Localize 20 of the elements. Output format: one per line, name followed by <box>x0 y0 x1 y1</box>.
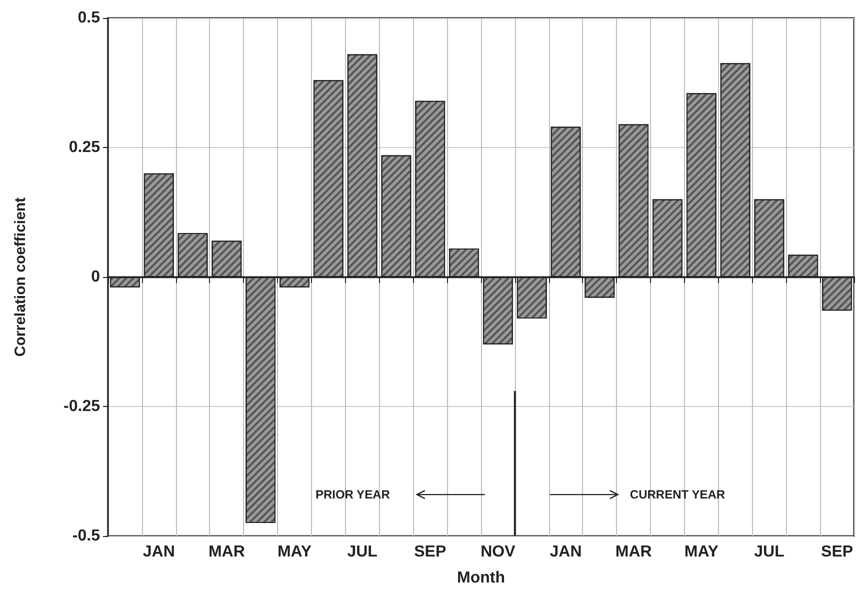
x-tick-label: JUL <box>754 544 785 560</box>
x-tick-label: SEP <box>414 544 446 560</box>
y-tick-label: 0.5 <box>78 10 100 26</box>
y-tick-label: 0.25 <box>68 139 100 156</box>
y-axis-title: Correlation coefficient <box>12 197 29 357</box>
annotation: CURRENT YEAR <box>630 488 726 502</box>
x-tick-label: MAY <box>277 544 312 560</box>
x-tick-label: SEP <box>821 544 854 560</box>
x-tick-label: MAR <box>615 544 652 560</box>
x-tick-label: MAR <box>208 544 246 560</box>
annotation: PRIOR YEAR <box>315 488 390 502</box>
x-axis-title: Month <box>457 570 505 586</box>
x-tick-label: NOV <box>480 544 516 560</box>
x-tick-label: JUL <box>347 544 378 560</box>
y-tick-label: -0.5 <box>72 528 100 544</box>
x-tick-label: JAN <box>550 544 582 560</box>
y-tick-label: -0.25 <box>64 398 100 415</box>
x-tick-label: MAY <box>684 544 719 560</box>
y-tick-label: 0 <box>91 268 100 286</box>
x-tick-label: JAN <box>142 544 175 560</box>
